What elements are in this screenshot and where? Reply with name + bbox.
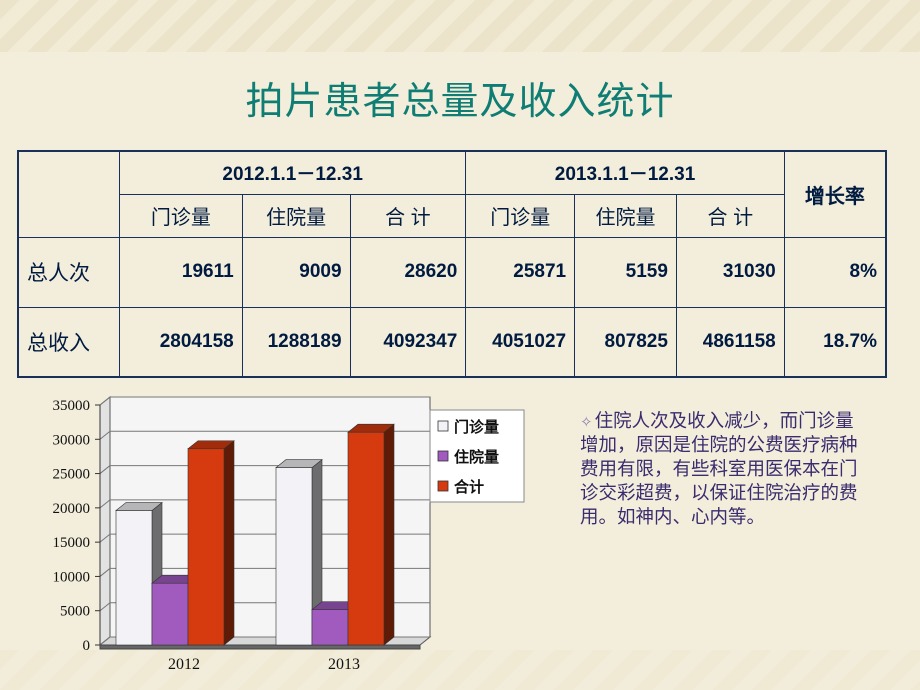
bullet-icon: ✧ <box>580 413 593 431</box>
note-text: 住院人次及收入减少，而门诊量增加，原因是住院的公费医疗病种费用有限，有些科室用医… <box>580 411 858 528</box>
legend-swatch <box>437 480 449 492</box>
bar-2012-1 <box>151 582 189 646</box>
decorative-band-bottom <box>0 650 920 690</box>
bar-side <box>223 440 235 646</box>
row-label: 总收入 <box>17 306 120 378</box>
gridline-diagonal <box>99 533 111 543</box>
bar-2012-2 <box>187 448 225 646</box>
y-tick-label: 35000 <box>53 398 91 414</box>
table-cell: 807825 <box>574 306 677 378</box>
y-tick-label: 30000 <box>53 432 91 448</box>
x-tick-label: 2012 <box>168 656 200 673</box>
gridline-diagonal <box>99 430 111 440</box>
y-tick-label: 15000 <box>53 535 91 551</box>
sub-header-inpatient: 住院量 <box>574 193 677 238</box>
year-header-2012: 2012.1.1－12.31 <box>118 150 467 195</box>
y-tick-label: 0 <box>83 638 91 654</box>
gridline-diagonal <box>99 465 111 474</box>
legend-swatch <box>437 420 449 432</box>
bar-2013-1 <box>311 609 349 646</box>
growth-header: 增长率 <box>783 150 887 238</box>
bar-top <box>187 440 235 450</box>
table-cell: 31030 <box>675 236 785 308</box>
table-cell: 4861158 <box>675 306 785 378</box>
y-tick-label: 25000 <box>53 467 91 483</box>
bar-2013-0 <box>275 467 313 646</box>
bar-2013-2 <box>347 431 385 646</box>
legend-label: 门诊量 <box>454 418 499 436</box>
y-tick-label: 5000 <box>60 604 90 620</box>
gridline-diagonal <box>99 396 111 406</box>
sub-header-total: 合 计 <box>675 193 785 238</box>
bar-chart: 0 5000 10000 15000 20000 25000 30000 35000 2012 2… <box>20 388 540 678</box>
table-cell: 1288189 <box>241 306 351 378</box>
gridline-diagonal <box>99 636 111 646</box>
gridline-diagonal <box>99 568 111 577</box>
stats-table: 2012.1.1－12.31 2013.1.1－12.31 增长率 门诊量 住院… <box>17 150 887 378</box>
sub-header-inpatient: 住院量 <box>241 193 351 238</box>
legend-label: 住院量 <box>454 448 499 466</box>
bar-side <box>383 423 395 646</box>
table-row: 总收入 2804158 1288189 4092347 4051027 8078… <box>17 306 887 378</box>
chart-floor-edge <box>99 644 421 650</box>
decorative-band-top <box>0 0 920 52</box>
legend-swatch <box>437 450 449 462</box>
bar-top <box>347 423 395 433</box>
table-cell: 25871 <box>465 236 576 308</box>
bar-2012-0 <box>115 510 153 646</box>
table-cell: 4092347 <box>349 306 467 378</box>
year-header-2013: 2013.1.1－12.31 <box>465 150 785 195</box>
bar-top <box>115 502 163 511</box>
table-cell: 9009 <box>241 236 351 308</box>
chart-side-wall <box>99 395 111 647</box>
gridline-diagonal <box>99 602 111 612</box>
slide-title: 拍片患者总量及收入统计 <box>245 79 675 123</box>
y-tick-label: 20000 <box>53 501 91 517</box>
growth-cell: 8% <box>783 236 887 308</box>
x-tick-label: 2013 <box>328 656 360 673</box>
bar-top <box>275 459 323 468</box>
table-corner <box>17 150 120 238</box>
chart-canvas: 0 5000 10000 15000 20000 25000 30000 35000 2012 2… <box>53 395 525 673</box>
growth-cell: 18.7% <box>783 306 887 378</box>
sub-header-outpatient: 门诊量 <box>118 193 243 238</box>
table-cell: 2804158 <box>118 306 243 378</box>
row-label: 总人次 <box>17 236 120 308</box>
sub-header-total: 合 计 <box>349 193 467 238</box>
table-cell: 5159 <box>574 236 677 308</box>
table-row: 总人次 19611 9009 28620 25871 5159 31030 8% <box>17 236 887 308</box>
table-cell: 4051027 <box>465 306 576 378</box>
y-tick-label: 10000 <box>53 569 91 585</box>
table-cell: 28620 <box>349 236 467 308</box>
gridline-diagonal <box>99 499 111 509</box>
sub-header-outpatient: 门诊量 <box>465 193 576 238</box>
note-paragraph: ✧ 住院人次及收入减少，而门诊量增加，原因是住院的公费医疗病种费用有限，有些科室用… <box>580 410 870 530</box>
legend-label: 合计 <box>453 478 484 496</box>
table-cell: 19611 <box>118 236 243 308</box>
